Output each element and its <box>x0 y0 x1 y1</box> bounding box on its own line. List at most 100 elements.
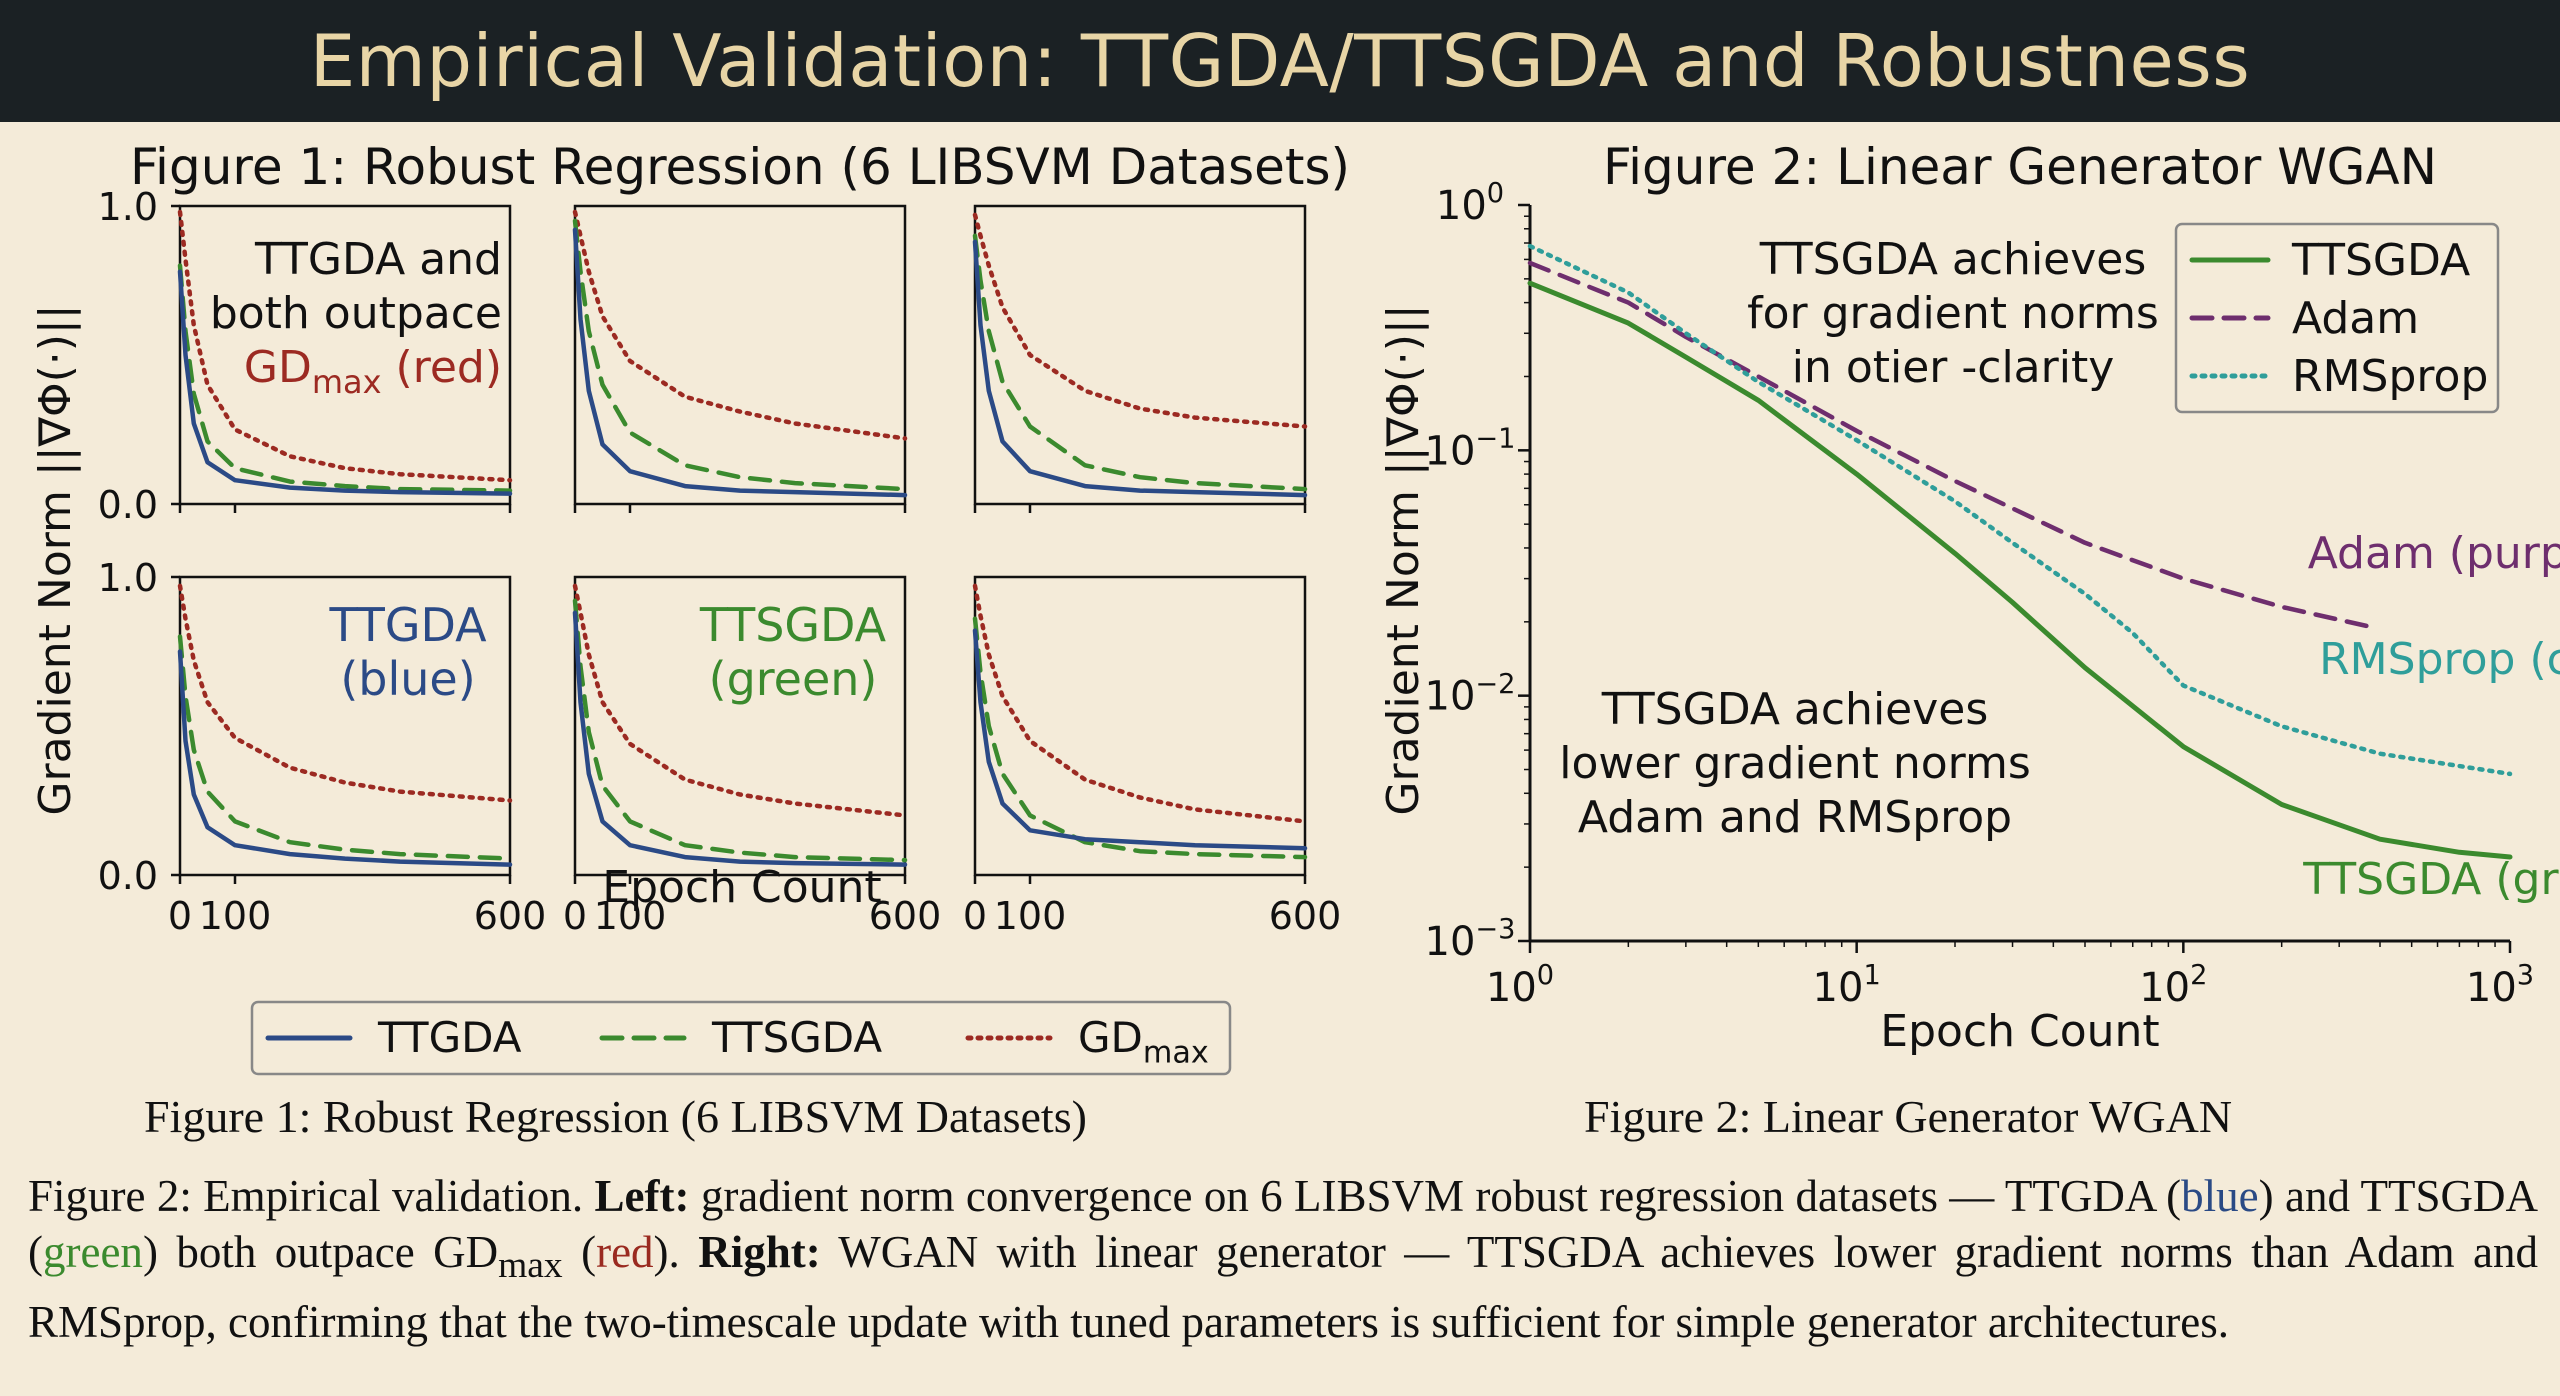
x-tick-label: 103 <box>2466 960 2534 1011</box>
series-adam-line <box>1527 260 2375 630</box>
y-tick-label: 0.0 <box>98 483 158 527</box>
caption-right-label: Right: <box>698 1227 821 1277</box>
caption-text: Figure 2: Empirical validation. <box>28 1171 595 1221</box>
series-ttsgda-line <box>572 598 908 863</box>
panel-frame <box>973 204 1307 506</box>
panel-frame <box>178 575 512 877</box>
figure-2-axes: 100 101 102 103 100 10−1 10−2 10−3 <box>1425 178 2535 1011</box>
y-tick-label: 10−3 <box>1425 914 1516 965</box>
x-tick-label: 0 <box>563 894 587 938</box>
panel-5: 0 100 600 TTSGDA(green) <box>563 575 942 938</box>
series-ttgda-line <box>177 649 513 867</box>
series-rmsprop-line <box>1527 243 2513 777</box>
series-gdmax-line <box>972 583 1308 824</box>
series-ttsgda-line <box>1527 280 2513 860</box>
panel-frame <box>178 204 512 506</box>
series-ttgda-line <box>972 239 1308 498</box>
annotation-top: in otier -clarity <box>1792 342 2115 393</box>
caption-text: ( <box>562 1227 597 1277</box>
annotation-top: TTSGDA achieves <box>1759 234 2147 285</box>
panel-frame <box>973 575 1307 877</box>
caption-text: ) both outpace GD <box>142 1227 499 1277</box>
x-tick-label: 101 <box>1813 960 1881 1011</box>
series-gdmax-line <box>177 209 513 483</box>
y-tick-label: 1.0 <box>98 556 158 600</box>
x-tick-label: 100 <box>199 894 272 938</box>
series-gdmax-line <box>572 583 908 818</box>
figure-2-legend: TTSGDA Adam RMSprop <box>2174 222 2500 414</box>
y-axis-label: Gradient Norm ||∇Φ(·)|| <box>30 304 81 815</box>
panel-annotation: TTGDA and <box>254 234 502 285</box>
series-gdmax-line <box>177 583 513 803</box>
figure-2-title: Figure 2: Linear Generator WGAN <box>1603 138 2437 196</box>
x-tick-label: 600 <box>869 894 942 938</box>
series-ttgda-line <box>572 227 908 498</box>
panel-6: 0 100 600 <box>963 575 1342 938</box>
banner: Empirical Validation: TTGDA/TTSGDA and R… <box>0 0 2560 122</box>
x-tick-label: 100 <box>994 894 1067 938</box>
figure-1-caption: Figure 1: Robust Regression (6 LIBSVM Da… <box>144 1091 1087 1142</box>
series-ttsgda-line <box>177 634 513 861</box>
series-ttsgda-line <box>177 263 513 493</box>
caption-sub: max <box>498 1245 563 1286</box>
legend-label-ttsgda: TTSGDA <box>711 1013 882 1062</box>
panel-annotation: both outpace <box>210 288 502 339</box>
series-ttgda-line <box>177 269 513 496</box>
figure-2: Figure 2: Linear Generator WGAN 100 101 102… <box>1378 138 2560 1057</box>
series-ttgda-line <box>572 610 908 867</box>
panel-frame <box>573 575 907 877</box>
annotation-middle: Adam and RMSprop <box>1578 792 2012 843</box>
main-caption: Figure 2: Empirical validation. Left: gr… <box>28 1168 2538 1350</box>
annotation-rmsprop: RMSprop (cyan) <box>2319 634 2560 685</box>
annotation-adam: Adam (purple) <box>2308 528 2560 579</box>
figure-2-caption: Figure 2: Linear Generator WGAN <box>1584 1091 2233 1142</box>
series-ttsgda-line <box>572 218 908 492</box>
x-tick-label: 100 <box>594 894 667 938</box>
x-tick-label: 600 <box>1269 894 1342 938</box>
y-axis-label: Gradient Norm ||∇Φ(·)|| <box>1378 304 1429 815</box>
caption-text: gradient norm convergence on 6 LIBSVM ro… <box>689 1171 2182 1221</box>
caption-text: ) and TTSGDA ( <box>28 1171 2538 1277</box>
figure-1-title: Figure 1: Robust Regression (6 LIBSVM Da… <box>130 138 1350 196</box>
y-tick-label: 10−1 <box>1425 424 1516 475</box>
legend-label-gdmax: GDmax <box>1078 1013 1209 1071</box>
panel-annotation-red: GDmax (red) <box>244 342 502 401</box>
x-tick-label: 0 <box>168 894 192 938</box>
y-tick-label: 1.0 <box>98 185 158 229</box>
panel-annotation-green: (green) <box>709 652 878 706</box>
panel-4: 1.0 0.00 100 600 TTGDA(blue) <box>98 556 547 938</box>
legend-frame <box>250 1000 1232 1076</box>
x-tick-label: 102 <box>2139 960 2207 1011</box>
series-ttgda-line <box>972 628 1308 851</box>
caption-text: ). <box>653 1227 699 1277</box>
y-tick-label: 10−2 <box>1425 669 1516 720</box>
legend-label-rmsprop: RMSprop <box>2292 351 2488 402</box>
series-ttsgda-line <box>972 233 1308 492</box>
panel-frame <box>573 204 907 506</box>
legend-frame <box>2174 222 2500 414</box>
x-axis-label: Epoch Count <box>1880 1006 2159 1057</box>
panel-annotation-blue: TTGDA <box>328 598 487 652</box>
caption-left-label: Left: <box>594 1171 690 1221</box>
x-tick-label: 100 <box>1486 960 1554 1011</box>
figure-1-legend: TTGDA TTSGDA GDmax <box>250 1000 1232 1076</box>
figure-1: Figure 1: Robust Regression (6 LIBSVM Da… <box>30 138 1350 1076</box>
annotation-middle: lower gradient norms <box>1559 738 2031 789</box>
panel-2 <box>572 204 908 513</box>
legend-label-adam: Adam <box>2292 293 2419 344</box>
annotation-middle: TTSGDA achieves <box>1601 684 1989 735</box>
series-gdmax-line <box>572 209 908 441</box>
x-axis-label: Epoch Count <box>602 862 881 913</box>
series-ttsgda-line <box>972 616 1308 860</box>
panel-annotation-blue: (blue) <box>340 652 475 706</box>
panel-3 <box>972 204 1308 513</box>
legend-label-ttgda: TTGDA <box>377 1013 522 1062</box>
banner-title: Empirical Validation: TTGDA/TTSGDA and R… <box>309 19 2251 103</box>
annotation-top: for gradient norms <box>1747 288 2159 339</box>
y-tick-label: 100 <box>1436 178 1504 229</box>
panel-annotation-green: TTSGDA <box>699 598 887 652</box>
annotation-ttsgda: TTSGDA (green) <box>2302 854 2560 905</box>
legend-label-ttsgda: TTSGDA <box>2291 235 2470 286</box>
